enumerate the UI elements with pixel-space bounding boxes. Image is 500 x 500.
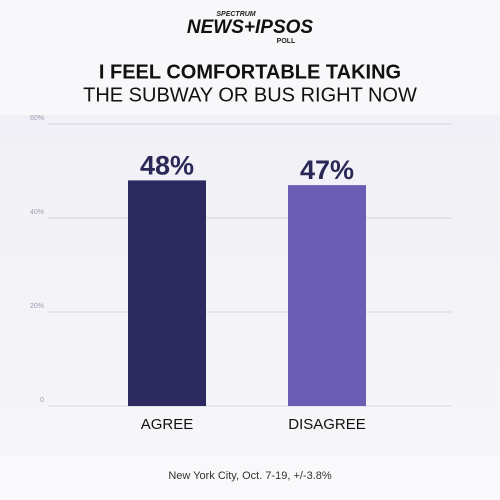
x-tick-label: AGREE (141, 416, 194, 433)
chart-title: I FEEL COMFORTABLE TAKING (99, 61, 401, 83)
bar (288, 185, 366, 406)
value-label: 48% (140, 151, 194, 181)
footer-band (0, 455, 500, 500)
value-label: 47% (300, 155, 354, 185)
y-tick-label: 40% (30, 209, 44, 216)
chart-subtitle: THE SUBWAY OR BUS RIGHT NOW (83, 84, 417, 106)
logo-top: SPECTRUM (216, 11, 255, 18)
y-tick-label: 20% (30, 303, 44, 310)
y-tick-label: 0 (40, 397, 44, 404)
x-tick-label: DISAGREE (288, 416, 366, 433)
logo-bottom: POLL (277, 38, 296, 45)
y-tick-label: 60% (30, 115, 44, 122)
logo-main: NEWS+IPSOS (187, 17, 313, 38)
footnote: New York City, Oct. 7-19, +/-3.8% (168, 470, 332, 482)
bar (128, 180, 206, 406)
header-band (0, 0, 500, 115)
